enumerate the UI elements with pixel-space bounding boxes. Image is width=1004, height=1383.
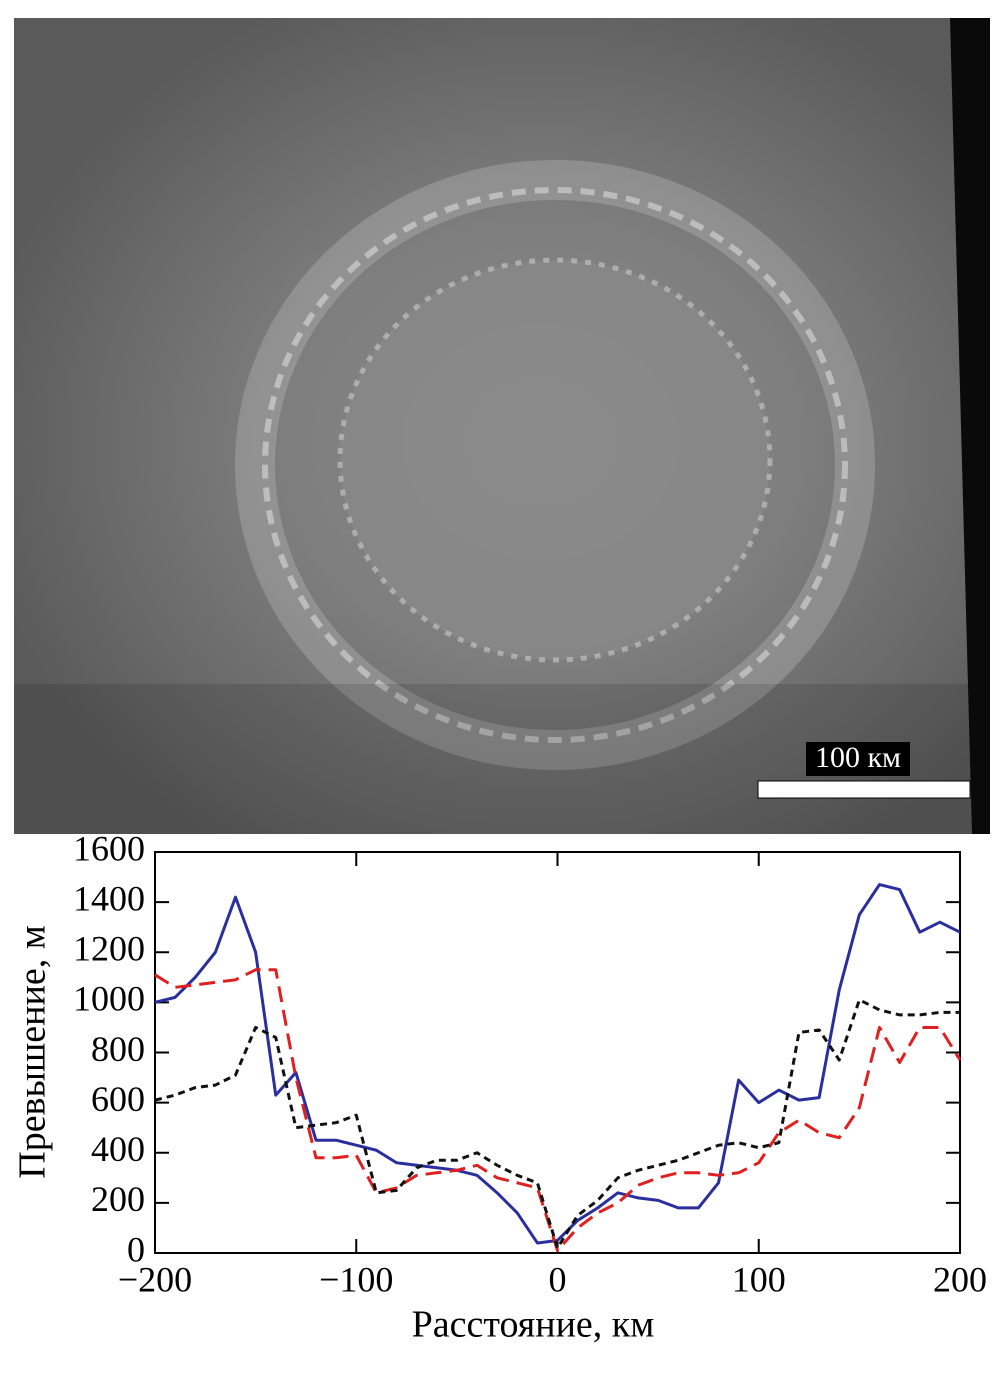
- line-series: [154, 883, 961, 1245]
- y-tick-label: 800: [91, 1029, 145, 1069]
- y-tick-label: 1600: [73, 828, 145, 868]
- y-axis-label: Превышение, м: [12, 925, 54, 1179]
- y-tick-label: 1400: [73, 878, 145, 918]
- y-tick-label: 200: [91, 1179, 145, 1219]
- line-series: [154, 968, 962, 1252]
- x-tick-label: −100: [319, 1259, 393, 1299]
- plot-frame: [154, 851, 961, 1254]
- x-tick-label: −200: [118, 1259, 192, 1299]
- y-tick-label: 0: [127, 1229, 145, 1269]
- y-tick-label: 1000: [73, 979, 145, 1019]
- x-tick-label: 200: [933, 1259, 987, 1299]
- line-series: [154, 998, 960, 1250]
- radar-image: 100 км: [14, 18, 990, 834]
- x-tick-label: 100: [732, 1259, 786, 1299]
- x-tick-label: 0: [549, 1259, 567, 1299]
- y-tick-label: 1200: [73, 929, 145, 969]
- y-tick-label: 600: [91, 1079, 145, 1119]
- y-tick-label: 400: [91, 1129, 145, 1169]
- scale-label: 100 км: [815, 741, 901, 774]
- x-axis-label: Расстояние, км: [412, 1304, 655, 1346]
